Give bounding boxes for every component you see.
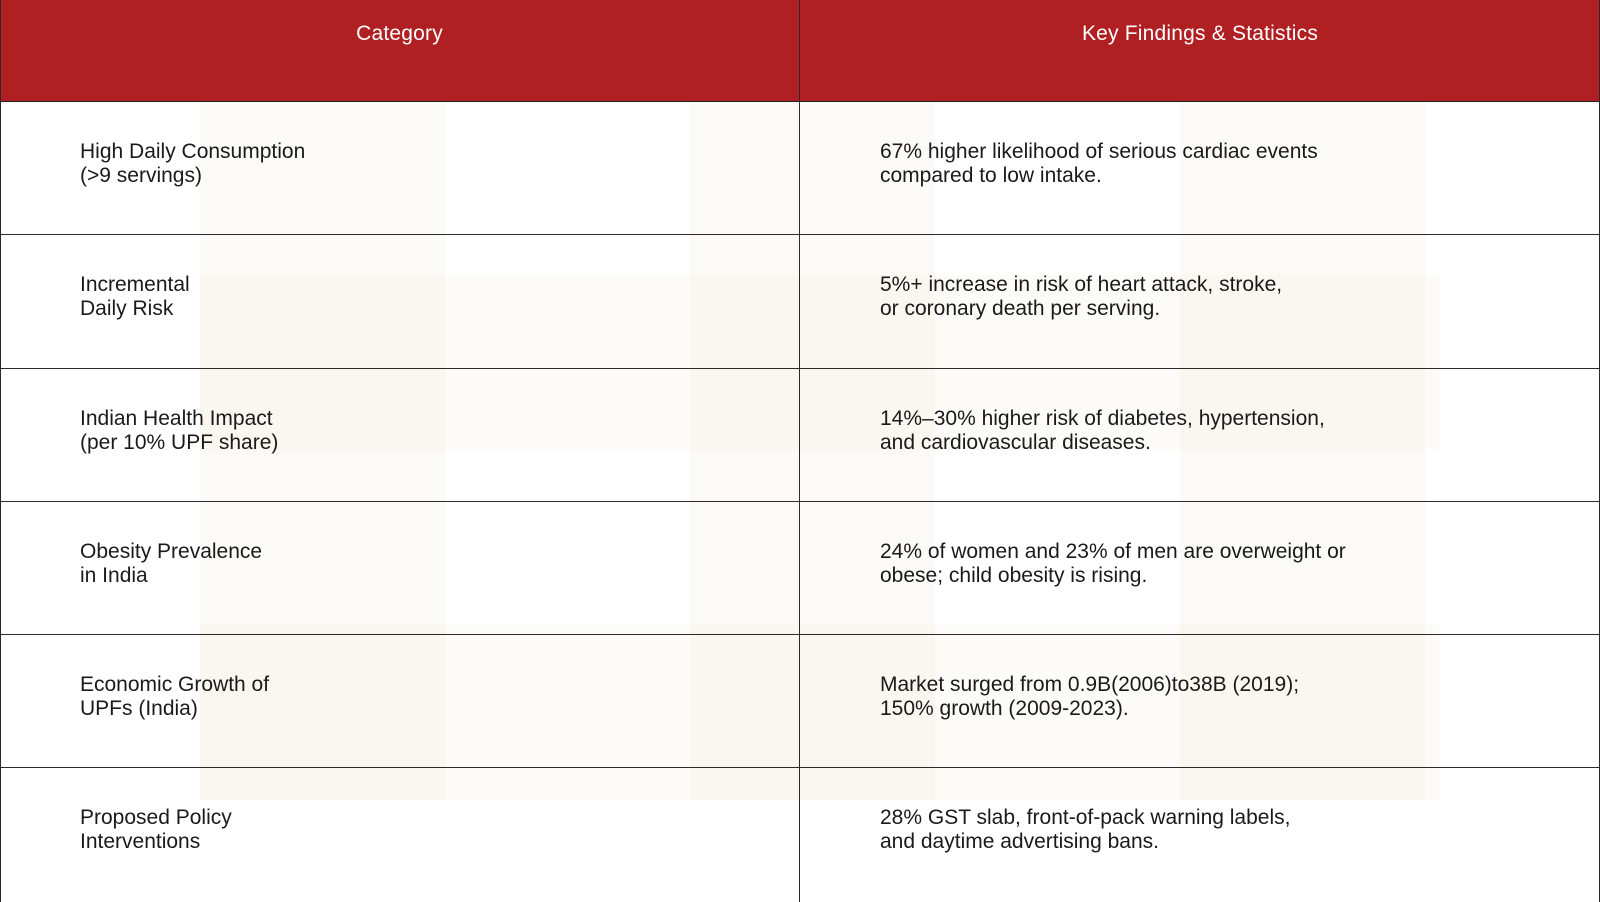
category-cell: High Daily Consumption (>9 servings): [0, 102, 800, 235]
table-row: Indian Health Impact (per 10% UPF share)…: [0, 368, 1600, 502]
category-cell: Incremental Daily Risk: [0, 235, 800, 368]
category-cell: Economic Growth of UPFs (India): [0, 635, 800, 768]
finding-cell: 14%–30% higher risk of diabetes, hyperte…: [880, 406, 1325, 454]
table-row: Proposed Policy Interventions 28% GST sl…: [0, 768, 1600, 902]
table-row: Obesity Prevalence in India 24% of women…: [0, 501, 1600, 636]
finding-cell: 24% of women and 23% of men are overweig…: [880, 539, 1346, 587]
header-key-findings: Key Findings & Statistics: [1081, 22, 1319, 45]
table-body: High Daily Consumption (>9 servings) 67%…: [0, 102, 1600, 902]
category-cell: Proposed Policy Interventions: [0, 768, 800, 902]
table-header-row: Category Key Findings & Statistics: [0, 0, 1600, 102]
finding-cell: Market surged from 0.9B(2006)to38B (2019…: [880, 673, 1300, 721]
header-category: Category: [0, 0, 800, 101]
table-row: High Daily Consumption (>9 servings) 67%…: [0, 102, 1600, 236]
table-row: Incremental Daily Risk 5%+ increase in r…: [0, 235, 1600, 369]
table-row: Economic Growth of UPFs (India) Market s…: [0, 635, 1600, 769]
finding-cell: 5%+ increase in risk of heart attack, st…: [880, 273, 1283, 321]
category-cell: Obesity Prevalence in India: [0, 501, 800, 635]
finding-cell: 28% GST slab, front-of-pack warning labe…: [880, 806, 1291, 854]
category-cell: Indian Health Impact (per 10% UPF share): [0, 368, 800, 501]
finding-cell: 67% higher likelihood of serious cardiac…: [880, 140, 1318, 187]
